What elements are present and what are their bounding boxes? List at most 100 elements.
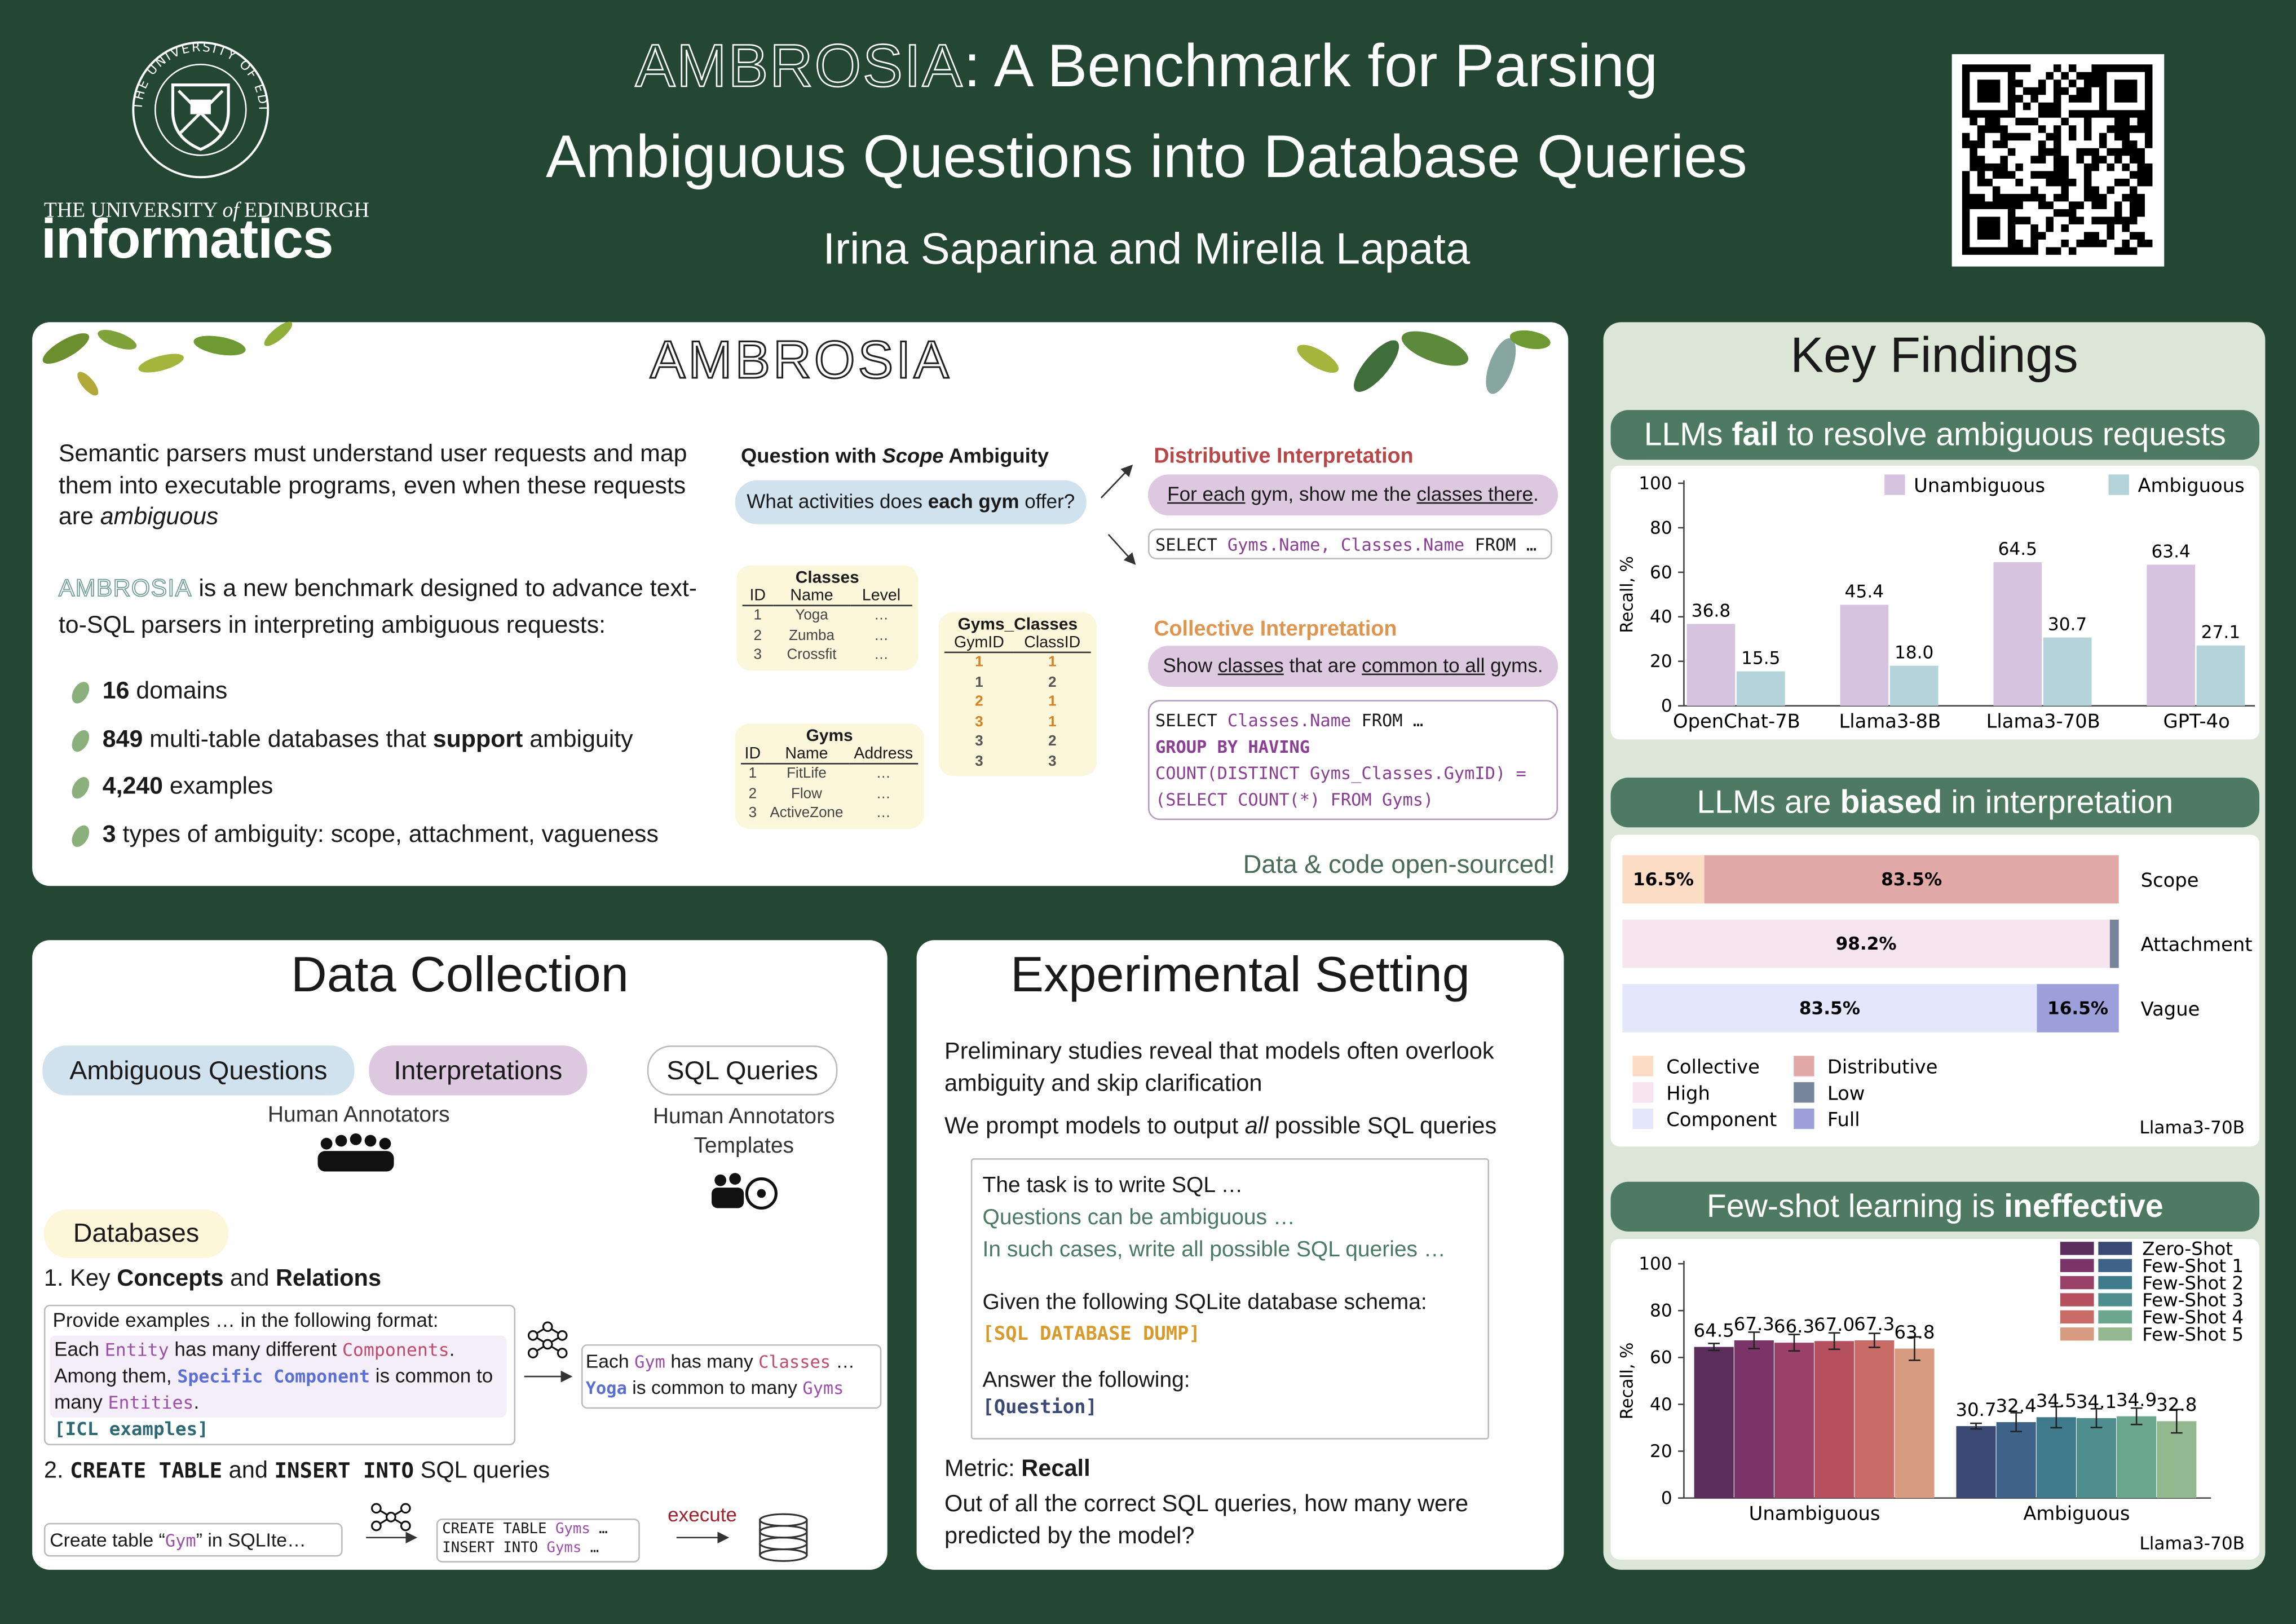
text-run: ambiguity (523, 726, 633, 753)
bar (1736, 671, 1785, 706)
text-run: Create table “ (50, 1529, 165, 1551)
text-run: Scope (882, 443, 944, 467)
text-run: Gyms (546, 1540, 582, 1557)
chart-note: Llama3-70B (2139, 1534, 2245, 1554)
pill: SQL Queries (647, 1045, 838, 1096)
sql-line: GROUP BY HAVING (1155, 734, 1551, 760)
legend-swatch (2098, 1259, 2132, 1272)
text-run: in interpretation (1942, 783, 2174, 820)
bar (1686, 624, 1736, 706)
error-bar (1828, 1332, 1840, 1351)
text-run: ineffective (2004, 1188, 2163, 1225)
text-run: . Among them, (54, 1338, 455, 1387)
legend-swatch (2060, 1310, 2094, 1324)
bar (2036, 1417, 2076, 1498)
legend-swatch (2060, 1276, 2094, 1290)
legend-swatch (2098, 1242, 2132, 1255)
text-run: What activities does (747, 490, 928, 513)
interpretation: For each gym, show me the classes there. (1147, 474, 1558, 516)
legend-swatch (1794, 1056, 1814, 1076)
legend-swatch (2108, 474, 2129, 495)
cell: 1 (1048, 694, 1057, 710)
text-run: Each (585, 1350, 635, 1373)
error-bar (1748, 1331, 1760, 1349)
text-run: gym, show me the (1245, 483, 1417, 505)
text-run: each gym (928, 490, 1019, 513)
step: 2. CREATE TABLE and INSERT INTO SQL quer… (44, 1459, 550, 1485)
description: AMBROSIA is a new benchmark designed to … (58, 571, 703, 645)
column-header: ClassID (1013, 634, 1091, 654)
legend-label: Few-Shot 5 (2142, 1323, 2244, 1345)
error-bar (1788, 1334, 1800, 1352)
table-row: 2 Flow… (741, 784, 918, 804)
column-header: GymID (944, 634, 1014, 654)
text-run: Each (54, 1338, 105, 1361)
text-run: biased (1840, 783, 1942, 820)
prompt-box (43, 1304, 516, 1446)
footer: Data & code open-sourced! (1243, 849, 1555, 879)
value-label: 32.8 (2156, 1394, 2197, 1415)
error-bar (2170, 1409, 2183, 1434)
cell: 3 (1048, 753, 1057, 770)
text-run: common to all (1362, 654, 1485, 677)
text-run: possible SQL queries (1268, 1114, 1497, 1140)
cell: … (876, 766, 891, 782)
value-label: 66.3 (1774, 1316, 1814, 1337)
bar (2157, 1421, 2197, 1498)
legend-swatch (2098, 1276, 2132, 1290)
y-tick-label: 60 (1650, 1348, 1672, 1368)
bar (1774, 1343, 1814, 1498)
chart-note: Llama3-70B (2139, 1118, 2245, 1138)
y-tick-label: 40 (1650, 1394, 1672, 1415)
panel-heading: AMBROSIA (649, 329, 952, 391)
column-header: Name (772, 587, 851, 607)
table-header: ID Name Address (741, 745, 919, 765)
column-header: ID (742, 587, 773, 607)
legend-label: Low (1827, 1082, 1865, 1104)
x-tick-label: Llama3-70B (1986, 710, 2100, 732)
text-run: that are (1283, 654, 1362, 677)
legend-label: Ambiguous (2138, 475, 2244, 497)
value-label: 30.7 (2048, 615, 2087, 635)
sql: SELECT Classes.Name FROM … GROUP BY HAVI… (1147, 700, 1558, 820)
prompt-line: Questions can be ambiguous … (982, 1205, 1295, 1230)
prompt-line: The task is to write SQL … (982, 1173, 1243, 1198)
legend-swatch (2098, 1293, 2132, 1307)
cell: 1 (748, 766, 757, 782)
y-axis-label: Recall, % (1618, 556, 1637, 633)
value-label: 67.0 (1814, 1314, 1855, 1335)
text-run: is a new benchmark designed to advance t… (58, 575, 697, 639)
cell: 3 (975, 753, 983, 770)
model-icon (371, 1321, 568, 1532)
error-bar (2050, 1406, 2063, 1429)
paragraph: We prompt models to output all possible … (944, 1114, 1496, 1141)
y-tick-label: 60 (1650, 562, 1672, 582)
bar (1855, 1340, 1895, 1498)
value-label: 98.2% (1836, 934, 1897, 954)
bar (2043, 637, 2092, 706)
bar (1996, 1422, 2036, 1498)
value-label: 36.8 (1692, 601, 1730, 621)
text-run: INSERT INTO (274, 1460, 414, 1484)
value-label: 64.5 (1998, 539, 2037, 559)
bar-segment (1622, 855, 1705, 904)
text-run: Yoga (585, 1378, 627, 1399)
text-run: EDINBURGH (239, 199, 369, 223)
chart-title: LLMs are biased in interpretation (1610, 777, 2260, 828)
cell: 1 (975, 654, 983, 671)
table-name: Classes (795, 570, 859, 588)
text-run: Gyms.Name, Classes.Name (1227, 534, 1465, 555)
bullet: 849 multi-table databases that support a… (103, 726, 633, 754)
leaves (42, 321, 1551, 396)
cell: 3 (975, 734, 983, 750)
text-run: has many (665, 1350, 759, 1373)
text-run: Gym (634, 1351, 665, 1373)
bullet: 3 types of ambiguity: scope, attachment,… (103, 822, 659, 849)
cell: Flow (791, 785, 822, 802)
text-run: Gyms (802, 1378, 844, 1399)
text-run: COUNT(DISTINCT Gyms_Classes.GymID) = (1155, 762, 1526, 784)
bar-segment (1704, 855, 2119, 904)
text-run: INSERT INTO (442, 1540, 547, 1557)
